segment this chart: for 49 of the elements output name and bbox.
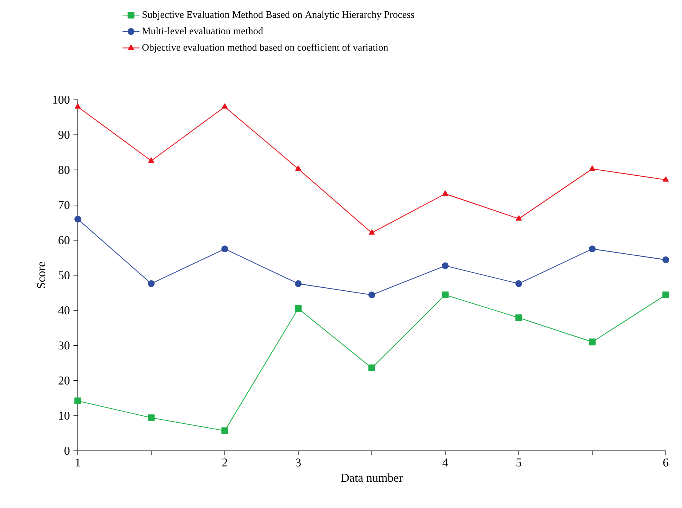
point xyxy=(368,292,376,299)
point xyxy=(295,305,302,312)
point xyxy=(663,176,669,182)
y-tick-label: 70 xyxy=(59,201,70,210)
point xyxy=(222,428,228,434)
y-tick-label: 50 xyxy=(58,271,70,280)
legend-label: Objective evaluation method based on coefficient of variation xyxy=(142,44,388,54)
point xyxy=(516,314,522,322)
point xyxy=(148,414,155,422)
legend-label: Multi-level evaluation method xyxy=(142,28,264,35)
point xyxy=(662,292,670,299)
x-tick-label: 4 xyxy=(442,458,448,467)
point xyxy=(516,216,522,221)
x-tick-label: 6 xyxy=(664,458,669,467)
point xyxy=(368,364,376,372)
y-tick-label: 10 xyxy=(59,412,70,420)
point xyxy=(148,158,154,163)
point xyxy=(222,104,228,109)
y-axis-title: Score xyxy=(37,262,46,288)
point xyxy=(74,216,82,223)
y-tick-label: 20 xyxy=(58,376,70,385)
x-tick-label: 1 xyxy=(76,458,80,467)
y-tick-label: 40 xyxy=(58,306,70,315)
point xyxy=(222,246,228,253)
point xyxy=(442,190,448,196)
point xyxy=(590,166,596,172)
x-axis-title: Data number xyxy=(341,474,403,482)
y-tick-label: 30 xyxy=(58,342,70,350)
point xyxy=(75,104,81,109)
point xyxy=(442,292,449,299)
x-tick-label: 2 xyxy=(222,458,228,467)
point xyxy=(589,246,596,253)
legend-label: Subjective Evaluation Method Based on Analytic Hierarchy Process xyxy=(142,11,414,20)
y-tick-label: 90 xyxy=(58,131,70,140)
point xyxy=(589,338,596,346)
point xyxy=(295,280,302,288)
y-tick-label: 100 xyxy=(53,96,70,104)
point xyxy=(662,256,670,264)
point xyxy=(369,230,375,235)
y-tick-label: 60 xyxy=(58,236,70,244)
x-tick-label: 5 xyxy=(516,458,522,467)
point xyxy=(442,262,449,270)
point xyxy=(296,166,302,172)
point xyxy=(516,280,522,288)
point xyxy=(74,398,82,405)
x-tick-label: 3 xyxy=(296,458,302,467)
y-tick-label: 80 xyxy=(58,166,70,174)
y-tick-label: 0 xyxy=(64,446,70,456)
point xyxy=(148,280,155,288)
